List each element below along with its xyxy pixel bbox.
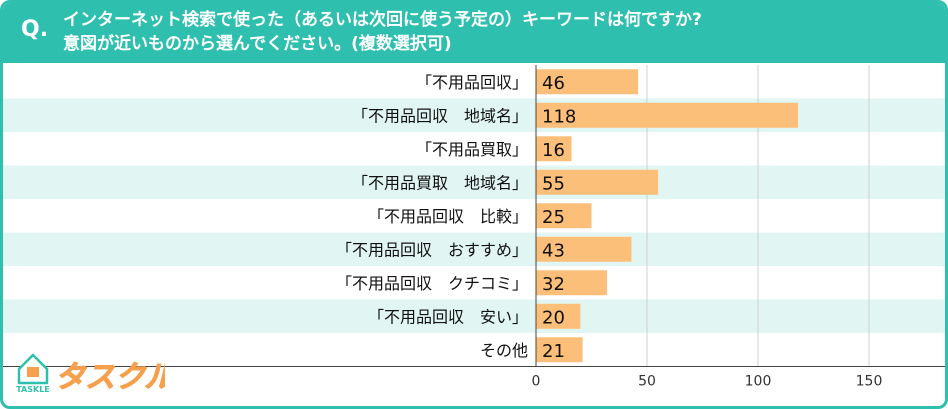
x-tick-label: 0 bbox=[532, 374, 541, 390]
row-stripe bbox=[3, 165, 945, 199]
bar-chart: 「不用品回収」 46 「不用品回収 地域名」 118 「不用品買取」 16 「不用品買取 地… bbox=[3, 63, 945, 406]
bar bbox=[536, 169, 659, 195]
x-tick-label: 100 bbox=[745, 374, 772, 390]
x-tick-label: 50 bbox=[638, 374, 656, 390]
logo-subtext: TASKLE bbox=[16, 385, 50, 394]
category-label: 「不用品回収 地域名」 bbox=[352, 106, 528, 125]
bar-value-label: 118 bbox=[542, 106, 576, 127]
logo-wordmark: タスクル bbox=[55, 360, 165, 395]
bar bbox=[536, 303, 581, 329]
bar-value-label: 46 bbox=[542, 73, 565, 94]
bar-value-label: 25 bbox=[542, 207, 565, 228]
question-header: Q. インターネット検索で使った（あるいは次回に使う予定の）キーワードは何ですか… bbox=[3, 3, 945, 63]
category-label: 「不用品買取 地域名」 bbox=[352, 173, 528, 192]
category-label: 「不用品買取」 bbox=[416, 140, 528, 159]
bar bbox=[536, 270, 608, 296]
question-line-2: 意図が近いものから選んでください。(複数選択可) bbox=[63, 34, 452, 54]
bar-value-label: 16 bbox=[542, 140, 565, 161]
question-text: インターネット検索で使った（あるいは次回に使う予定の）キーワードは何ですか? 意… bbox=[63, 8, 702, 56]
question-mark: Q. bbox=[21, 17, 49, 42]
bar-value-label: 32 bbox=[542, 274, 565, 295]
row-stripe bbox=[3, 299, 945, 333]
bar bbox=[536, 136, 572, 162]
bar bbox=[536, 203, 592, 229]
bar-value-label: 21 bbox=[542, 341, 565, 362]
row-stripe bbox=[3, 232, 945, 266]
bar-chart-svg: 「不用品回収」 46 「不用品回収 地域名」 118 「不用品買取」 16 「不用品買取 地… bbox=[3, 65, 945, 390]
question-line-1: インターネット検索で使った（あるいは次回に使う予定の）キーワードは何ですか? bbox=[63, 10, 702, 30]
bar-value-label: 55 bbox=[542, 173, 565, 194]
bar-value-label: 20 bbox=[542, 307, 565, 328]
bar bbox=[536, 102, 798, 128]
x-tick-label: 150 bbox=[856, 374, 883, 390]
bar-value-label: 43 bbox=[542, 240, 565, 261]
taskle-logo: TASKLE タスクル bbox=[15, 349, 177, 397]
category-label: 「不用品回収 クチコミ」 bbox=[336, 274, 528, 293]
bar bbox=[536, 337, 583, 363]
category-label: 「不用品回収 安い」 bbox=[368, 307, 528, 326]
category-label: その他 bbox=[480, 341, 528, 360]
category-label: 「不用品回収 比較」 bbox=[368, 207, 528, 226]
bar bbox=[536, 236, 632, 262]
bar bbox=[536, 69, 639, 95]
category-label: 「不用品回収」 bbox=[416, 73, 528, 92]
category-label: 「不用品回収 おすすめ」 bbox=[336, 240, 528, 259]
